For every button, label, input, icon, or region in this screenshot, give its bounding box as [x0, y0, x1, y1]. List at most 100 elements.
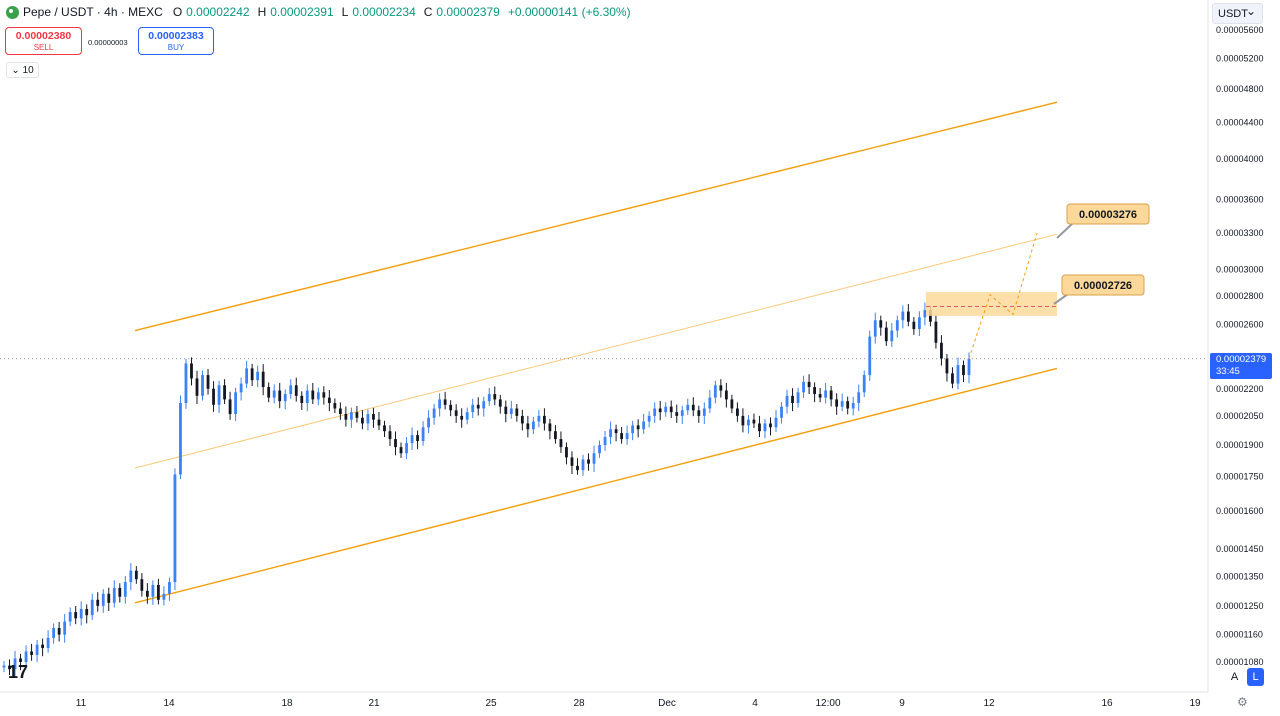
candle-body	[962, 365, 965, 376]
target-callout[interactable]	[1061, 274, 1145, 296]
last-price-label: 0.00002379 33:45	[1210, 353, 1272, 379]
price-tick-label: 0.00001600	[1216, 506, 1264, 516]
candle-body	[300, 395, 304, 404]
candle-body	[956, 365, 960, 384]
candle-body	[813, 387, 816, 395]
candle-body	[272, 390, 276, 398]
candle-body	[383, 425, 386, 432]
price-tick-label: 0.00003300	[1216, 228, 1264, 238]
candle-body	[449, 404, 453, 411]
sell-button[interactable]: 0.00002380 SELL	[5, 27, 82, 55]
callout-pointer	[1056, 222, 1074, 239]
candle-body	[261, 371, 265, 388]
candle-body	[702, 408, 706, 416]
candle-body	[112, 587, 116, 603]
candle-body	[79, 608, 83, 619]
candle-body	[498, 399, 502, 407]
candle-body	[24, 651, 28, 662]
time-tick-label: 16	[1101, 698, 1113, 709]
settings-gear-icon[interactable]: ⚙	[1237, 695, 1248, 709]
candle-body	[686, 404, 690, 411]
candle-body	[460, 415, 464, 420]
indicators-count: 10	[22, 65, 34, 76]
low-key: L	[341, 5, 349, 19]
candle-body	[664, 406, 668, 413]
candle-body	[140, 579, 144, 591]
candle-body	[879, 320, 883, 328]
candle-body	[327, 397, 331, 404]
currency-select[interactable]: USDT	[1212, 1, 1263, 24]
projection-path[interactable]	[968, 232, 1038, 359]
candle-body	[289, 385, 293, 395]
buy-label: BUY	[167, 43, 185, 52]
price-axis[interactable]: 0.00005600 0.00005200 0.00004800 0.00004400…	[1216, 25, 1264, 667]
candle-body	[416, 435, 419, 442]
price-tick-label: 0.00004800	[1216, 84, 1264, 94]
auto-scale-button[interactable]: A	[1230, 671, 1239, 683]
candle-body	[603, 437, 607, 446]
channel-middle-line[interactable]	[134, 233, 1058, 469]
candle-body	[366, 414, 370, 424]
log-scale-button[interactable]: L	[1247, 668, 1264, 686]
candle-body	[509, 408, 513, 415]
candle-body	[432, 408, 436, 418]
candle-body	[201, 375, 204, 396]
candle-body	[884, 327, 888, 342]
candle-body	[151, 584, 155, 597]
channel-upper-line[interactable]	[134, 101, 1058, 332]
candle-body	[581, 459, 585, 471]
candle-body	[868, 336, 872, 376]
candle-body	[19, 658, 22, 662]
price-tick-label: 0.00004400	[1216, 118, 1264, 128]
price-tick-label: 0.00001250	[1216, 601, 1264, 611]
annotations-layer[interactable]: 0.00003276 0.00002726 17	[0, 203, 1208, 682]
candle-body	[653, 408, 657, 416]
time-tick-label: 14	[163, 698, 175, 709]
time-tick-label: 12:00	[815, 698, 840, 709]
candle-body	[145, 590, 149, 597]
time-tick-label: 9	[899, 698, 905, 709]
high-key: H	[257, 5, 267, 19]
candle-body	[344, 414, 348, 420]
candle-body	[747, 419, 750, 426]
channel-layer[interactable]	[134, 101, 1058, 604]
candle-body	[840, 401, 844, 407]
candle-body	[129, 570, 133, 583]
candle-body	[785, 395, 789, 407]
candle-body	[256, 371, 260, 381]
candle-body	[68, 612, 72, 622]
candle-body	[769, 423, 772, 428]
candle-body	[195, 378, 199, 396]
candle-body	[758, 423, 761, 432]
target-callout[interactable]	[1066, 203, 1150, 225]
candle-body	[2, 665, 6, 668]
price-tick-label: 0.00004000	[1216, 154, 1264, 164]
time-tick-label: 19	[1189, 698, 1201, 709]
price-tick-label: 0.00002200	[1216, 384, 1264, 394]
price-tick-label: 0.00001160	[1216, 630, 1263, 640]
symbol-title[interactable]: Pepe / USDT · 4h · MEXC	[23, 5, 163, 19]
candle-body	[559, 439, 563, 448]
candle-body	[41, 644, 44, 649]
candle-body	[642, 421, 646, 430]
candle-body	[548, 423, 552, 432]
resistance-zone[interactable]	[926, 292, 1057, 316]
candle-body	[929, 310, 932, 322]
candle-body	[361, 417, 364, 424]
candle-body	[851, 403, 855, 409]
candle-body	[824, 390, 828, 398]
candle-body	[421, 427, 425, 442]
channel-lower-line[interactable]	[134, 367, 1058, 604]
candle-body	[52, 627, 56, 638]
candle-body	[482, 401, 486, 409]
candle-body	[85, 608, 89, 616]
candle-body	[438, 399, 442, 409]
indicators-collapse-button[interactable]: ⌄ 10	[6, 62, 39, 78]
price-tick-label: 0.00005200	[1216, 53, 1264, 63]
change-value: +0.00000141 (+6.30%)	[507, 5, 631, 19]
spread-value: 0.00000003	[88, 38, 128, 47]
time-axis[interactable]: 11 14 18 21 25 28 Dec 4 12:00 9 12 16 19	[76, 698, 1201, 709]
buy-button[interactable]: 0.00002383 BUY	[138, 27, 214, 55]
candle-body	[134, 570, 138, 580]
